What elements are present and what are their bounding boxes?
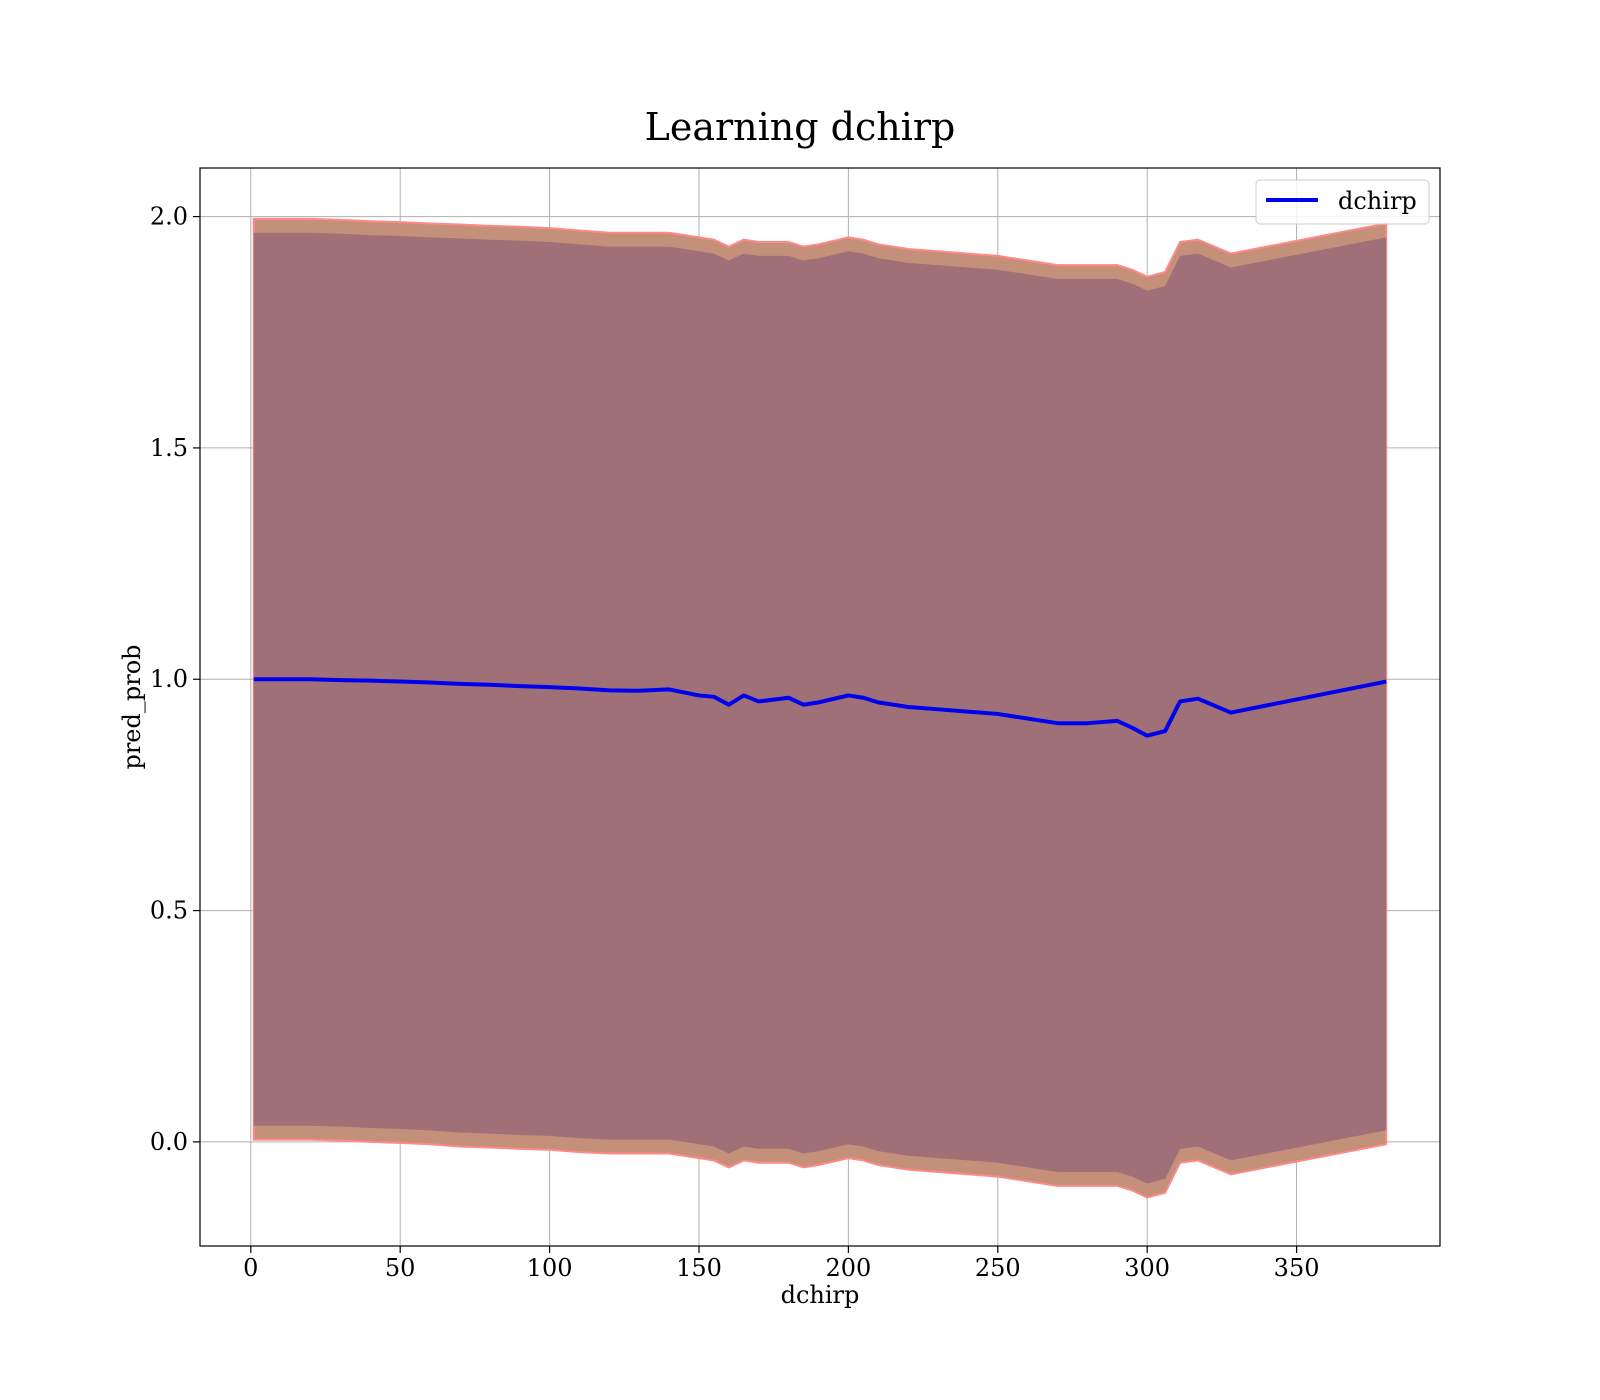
bands [252, 217, 1388, 1199]
x-tick-label: 350 [1274, 1254, 1320, 1282]
plot-frame [199, 167, 1441, 1247]
x-tick-label: 250 [975, 1254, 1021, 1282]
y-axis-label: pred_prob [118, 644, 146, 769]
series-lines [253, 677, 1387, 738]
ticks: 0 50 100 150 200 250 300 350 0.0 0.5 1.0 1.5 2.0 [150, 203, 1320, 1282]
x-tick-label: 0 [243, 1254, 258, 1282]
legend-box [1255, 179, 1430, 225]
legend: dchirp [1255, 179, 1430, 225]
y-tick-label: 1.0 [150, 665, 188, 693]
inner-band [253, 232, 1387, 1184]
x-axis-label: dchirp [781, 1281, 860, 1309]
y-tick-label: 2.0 [150, 203, 188, 231]
x-tick-label: 150 [676, 1254, 722, 1282]
y-tick-label: 0.0 [150, 1128, 188, 1156]
series-line-dchirp [253, 677, 1387, 738]
x-tick-label: 50 [385, 1254, 416, 1282]
chart-title: Learning dchirp [645, 105, 956, 149]
x-tick-label: 200 [825, 1254, 871, 1282]
y-tick-label: 0.5 [150, 897, 188, 925]
y-tick-label: 1.5 [150, 434, 188, 462]
x-tick-label: 100 [527, 1254, 573, 1282]
legend-label: dchirp [1338, 187, 1417, 215]
x-tick-label: 300 [1124, 1254, 1170, 1282]
